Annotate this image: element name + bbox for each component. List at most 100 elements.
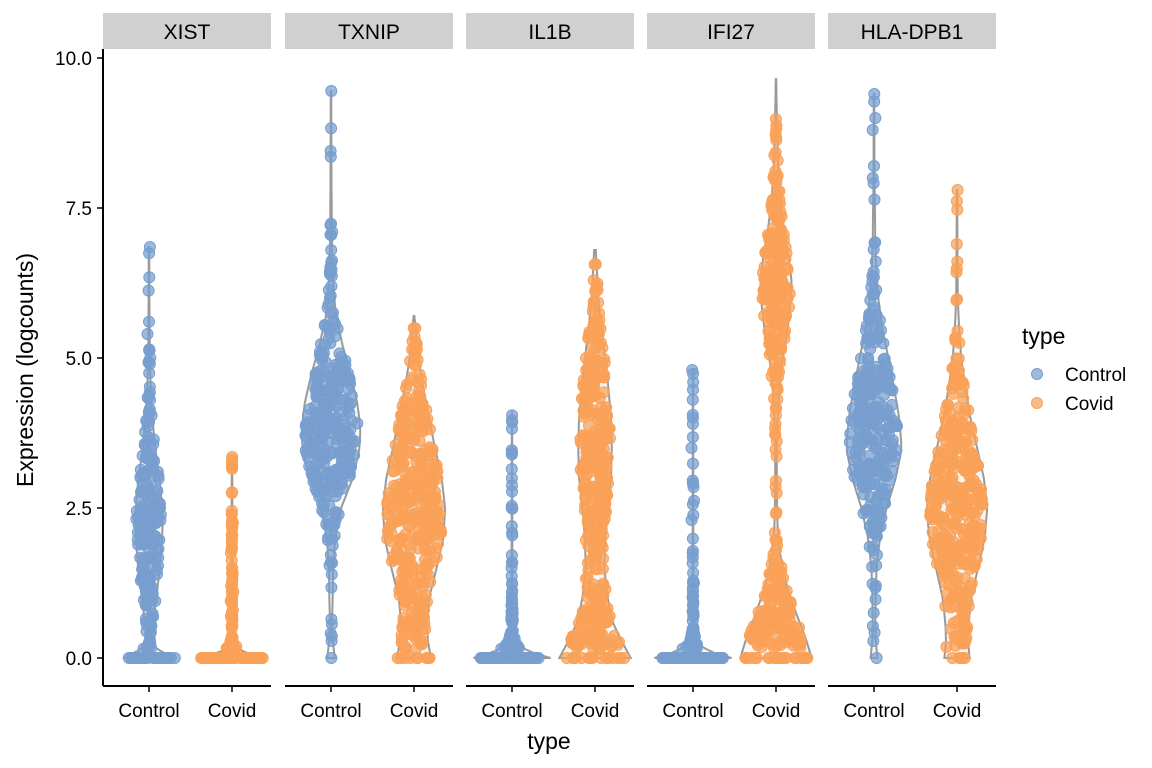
data-point [951, 184, 964, 196]
data-point [144, 628, 157, 640]
data-point [393, 584, 406, 597]
data-point [146, 582, 159, 594]
data-point [689, 638, 702, 651]
data-point [136, 502, 149, 515]
data-point [319, 489, 331, 502]
data-point [763, 567, 776, 580]
data-point [585, 507, 598, 520]
data-point [957, 599, 970, 612]
x-tick-label: Covid [208, 701, 257, 722]
data-point [327, 306, 339, 319]
data-point [505, 448, 518, 461]
data-point [152, 510, 165, 523]
data-point [770, 640, 783, 653]
data-point [331, 384, 344, 397]
data-point [429, 491, 442, 503]
data-point [409, 349, 422, 362]
data-point [773, 652, 786, 664]
legend-entry-covid: Covid [1031, 394, 1114, 415]
violin-points [381, 322, 448, 664]
data-point [958, 616, 971, 629]
data-point [341, 450, 354, 463]
data-point [950, 266, 963, 279]
data-point [770, 189, 783, 202]
x-tick-label: Control [118, 701, 179, 722]
data-point [880, 375, 893, 388]
data-point [769, 418, 782, 431]
facet-strip [647, 13, 815, 49]
data-point [771, 393, 784, 406]
data-point [599, 433, 612, 446]
data-point [867, 503, 880, 516]
data-point [867, 606, 880, 619]
data-point [953, 423, 965, 436]
data-point [869, 418, 882, 431]
data-point [584, 528, 597, 541]
data-point [299, 418, 312, 431]
data-point [687, 457, 699, 470]
data-point [584, 623, 597, 636]
x-tick-label: Covid [390, 701, 439, 722]
data-point [952, 401, 965, 414]
data-point [135, 484, 148, 497]
data-point [750, 652, 763, 664]
data-point [403, 628, 416, 641]
data-point [862, 354, 875, 367]
data-point [326, 226, 339, 238]
data-point [140, 414, 153, 427]
data-point [140, 571, 153, 584]
data-point [325, 244, 338, 256]
data-point [506, 624, 519, 637]
x-tick-label: Control [300, 701, 361, 722]
data-point [328, 421, 341, 434]
data-point [869, 112, 882, 124]
data-point [146, 607, 159, 620]
y-tick-label: 7.5 [66, 199, 92, 220]
violin-covid [557, 249, 633, 664]
violin-points [924, 184, 989, 664]
data-point [417, 490, 430, 503]
data-point [590, 549, 603, 562]
data-point [686, 417, 699, 430]
data-point [950, 294, 963, 307]
data-point [330, 471, 343, 484]
data-point [345, 389, 358, 402]
data-point [962, 495, 975, 508]
data-point [777, 228, 790, 241]
data-point [576, 466, 589, 479]
violin-control [654, 364, 732, 664]
data-point [587, 295, 600, 308]
violin-covid [738, 78, 814, 664]
data-point [943, 578, 956, 591]
data-point [229, 642, 242, 655]
violin-control [299, 85, 364, 664]
data-point [964, 540, 977, 553]
violin-control [122, 241, 181, 664]
data-point [926, 526, 939, 539]
data-point [783, 301, 795, 314]
data-point [391, 488, 404, 501]
data-point [582, 539, 595, 552]
data-point [595, 618, 608, 631]
data-point [320, 518, 333, 531]
data-point [601, 420, 614, 433]
data-point [792, 630, 805, 643]
data-point [886, 464, 899, 477]
legend-label: Covid [1065, 394, 1114, 415]
data-point [144, 352, 157, 364]
data-point [869, 255, 882, 268]
data-point [410, 338, 423, 350]
legend: type Control Covid [1022, 323, 1126, 415]
data-point [423, 423, 436, 436]
data-point [586, 497, 598, 510]
data-point [948, 630, 961, 643]
y-tick-label: 0.0 [66, 649, 92, 670]
data-point [599, 506, 612, 519]
data-point [858, 372, 871, 385]
data-point [891, 420, 903, 433]
data-point [414, 403, 427, 416]
data-point [527, 652, 540, 664]
data-point [945, 504, 958, 517]
data-point [877, 337, 890, 350]
